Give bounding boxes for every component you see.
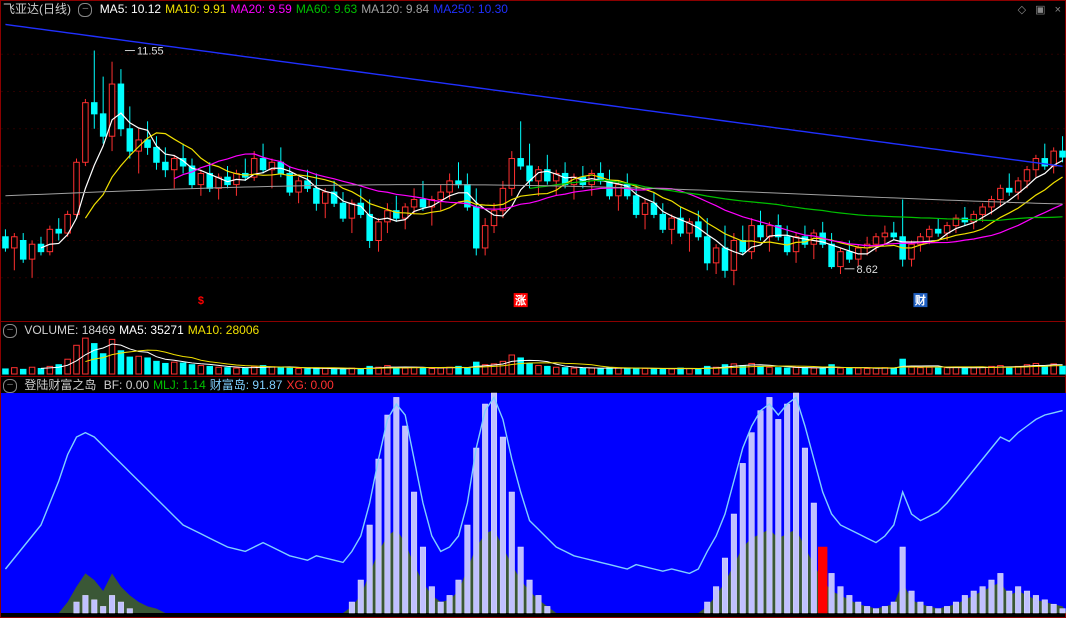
legend-item: VOLUME: 18469 [24,323,115,337]
legend-item: MA10: 28006 [188,323,259,337]
legend-item: MA120: 9.84 [361,2,429,16]
svg-text:11.55: 11.55 [137,46,164,58]
collapse-icon[interactable]: – [78,3,92,17]
legend-item: MA5: 35271 [119,323,184,337]
help-icon[interactable]: ◇ [1018,4,1026,16]
svg-text:财: 财 [914,293,926,307]
volume-header: – VOLUME: 18469 MA5: 35271 MA10: 28006 [3,322,267,338]
indicator-title: 登陆财富之岛 [24,378,96,392]
legend-item: 财富岛: 91.87 [210,378,283,392]
stock-title: 飞亚达(日线) [3,2,71,16]
price-chart[interactable]: 11.55 8.62 $ 涨 财 [1,1,1066,321]
indicator-chart[interactable] [1,377,1066,617]
collapse-icon[interactable]: – [3,324,17,338]
settings-icon[interactable]: ▣ [1035,4,1045,16]
indicator-panel[interactable]: – 登陆财富之岛 BF: 0.00 MLJ: 1.14 财富岛: 91.87XG: … [0,376,1066,618]
price-header: 飞亚达(日线) – MA5: 10.12 MA10: 9.91 MA20: 9.59… [3,1,516,17]
collapse-icon[interactable]: – [3,379,17,393]
indicator-header: – 登陆财富之岛 BF: 0.00 MLJ: 1.14 财富岛: 91.87XG: … [3,377,342,393]
svg-text:8.62: 8.62 [856,264,877,276]
svg-text:$: $ [198,295,204,307]
legend-item: MLJ: 1.14 [153,378,206,392]
legend-item: XG: 0.00 [286,378,333,392]
legend-item: MA250: 10.30 [433,2,508,16]
legend-item: MA60: 9.63 [296,2,357,16]
legend-item: BF: 0.00 [104,378,149,392]
legend-item: MA20: 9.59 [230,2,291,16]
legend-item: MA10: 9.91 [165,2,226,16]
svg-text:涨: 涨 [515,293,526,307]
price-panel[interactable]: 飞亚达(日线) – MA5: 10.12 MA10: 9.91 MA20: 9.59… [0,0,1066,322]
legend-item: MA5: 10.12 [100,2,161,16]
volume-panel[interactable]: – VOLUME: 18469 MA5: 35271 MA10: 28006 [0,321,1066,377]
close-icon[interactable]: × [1055,4,1061,16]
panel-controls: ◇ ▣ × [1012,3,1061,16]
